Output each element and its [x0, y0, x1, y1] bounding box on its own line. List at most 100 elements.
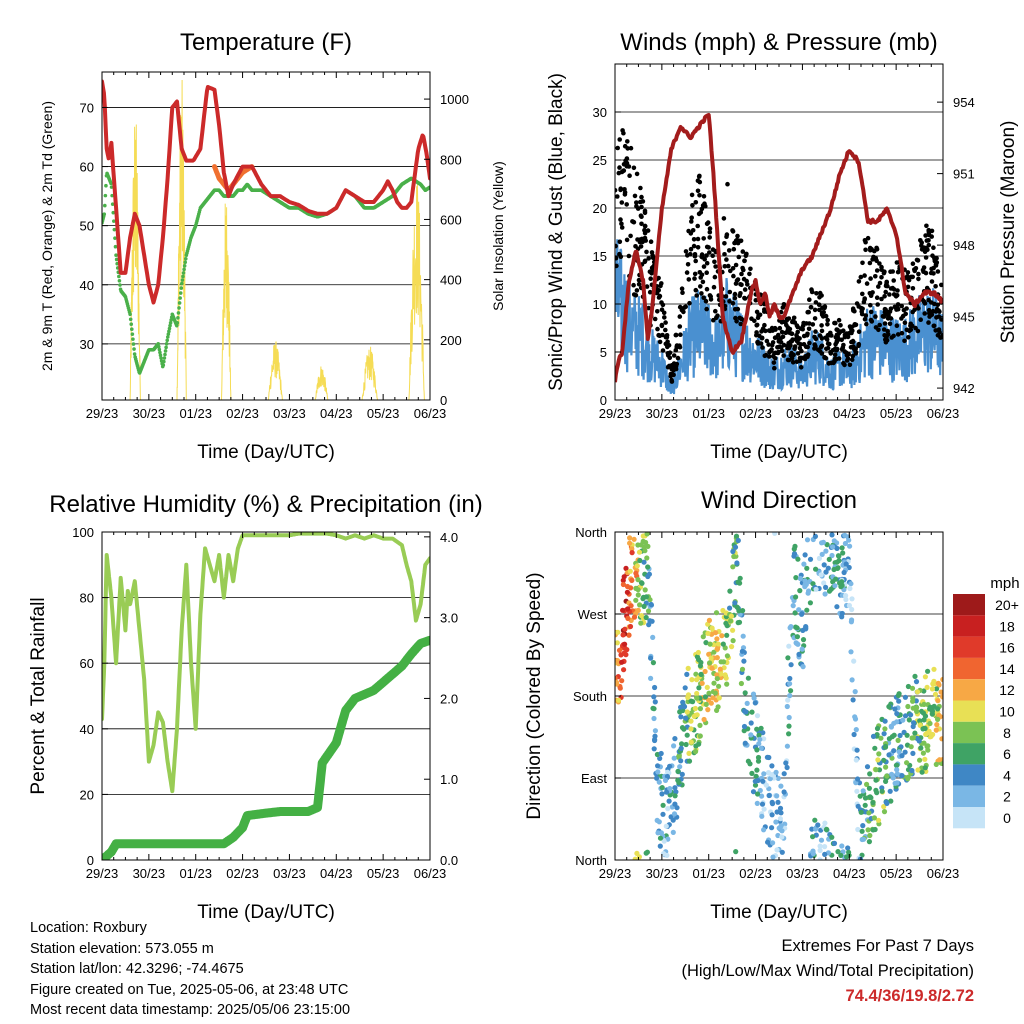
direction-point [649, 618, 655, 624]
direction-point [917, 722, 923, 729]
gust-point [916, 276, 921, 282]
gust-point [660, 348, 666, 353]
direction-point [912, 730, 918, 736]
direction-point [921, 701, 927, 708]
gust-point [622, 143, 628, 149]
direction-point [732, 544, 739, 550]
dewpoint-point [174, 323, 179, 328]
gust-point [652, 316, 658, 322]
direction-point [672, 785, 678, 791]
direction-point [709, 665, 715, 671]
direction-point [886, 752, 892, 758]
direction-point [707, 660, 713, 666]
direction-point [884, 773, 890, 779]
gust-point [674, 343, 680, 348]
y-tick-label: North [575, 853, 607, 868]
direction-point [802, 582, 808, 588]
gust-point [809, 287, 814, 292]
direction-point [882, 744, 889, 750]
direction-point [682, 685, 688, 691]
gust-point [617, 239, 623, 245]
direction-point [920, 710, 927, 716]
gust-point [639, 214, 644, 219]
gust-point [777, 338, 782, 343]
gust-point [927, 310, 932, 316]
y2-tick-label: 600 [440, 212, 462, 227]
direction-point [932, 691, 939, 697]
direction-point [803, 624, 809, 630]
direction-point [799, 646, 805, 652]
direction-point [659, 785, 665, 791]
direction-point [706, 690, 712, 696]
direction-point [862, 795, 869, 801]
direction-point [645, 573, 651, 580]
gust-point [692, 276, 697, 281]
gust-point [707, 250, 712, 255]
direction-point [899, 753, 905, 759]
gust-point [921, 299, 927, 305]
direction-point [832, 583, 838, 589]
dewpoint-point [128, 312, 132, 317]
panel-title: Winds (mph) & Pressure (mb) [620, 29, 937, 56]
direction-point [791, 551, 798, 557]
direction-point [875, 817, 882, 823]
direction-point [822, 844, 828, 850]
gust-point [924, 223, 929, 229]
direction-point [617, 685, 623, 691]
gust-point [755, 339, 760, 345]
gust-point [856, 341, 862, 347]
direction-point [735, 620, 741, 626]
gust-point [908, 274, 914, 280]
direction-point [781, 789, 787, 795]
direction-point [633, 570, 639, 576]
gust-point [813, 329, 818, 334]
gust-point [870, 257, 875, 262]
direction-point [881, 757, 887, 763]
legend-label: 10 [999, 704, 1015, 720]
direction-point [846, 537, 852, 543]
gust-point [834, 346, 840, 352]
direction-point [694, 677, 700, 683]
gust-point [788, 331, 794, 336]
direction-point [766, 792, 772, 799]
gust-point [790, 360, 796, 365]
gust-point [860, 291, 865, 297]
gust-point [693, 200, 699, 205]
gust-point [730, 266, 736, 271]
direction-point [759, 801, 766, 807]
gust-point [874, 268, 880, 273]
direction-point [774, 793, 780, 799]
direction-point [620, 632, 626, 638]
gust-point [889, 335, 894, 340]
direction-point [909, 685, 916, 691]
direction-point [792, 543, 798, 550]
gust-point [690, 203, 695, 208]
gust-point [808, 304, 814, 310]
direction-point [914, 689, 921, 695]
direction-point [678, 758, 684, 764]
gust-point [783, 330, 788, 336]
gust-point [732, 295, 738, 301]
gust-point [620, 168, 626, 174]
gust-point [792, 346, 797, 352]
direction-point [625, 606, 631, 612]
direction-point [817, 843, 823, 849]
direction-point [728, 618, 734, 624]
gust-point [655, 309, 660, 314]
direction-point [705, 630, 711, 637]
direction-point [887, 788, 893, 794]
dewpoint-point [178, 296, 182, 300]
gust-point [698, 284, 703, 289]
direction-point [742, 690, 748, 696]
gust-point [738, 238, 744, 244]
legend-label: 12 [999, 682, 1015, 698]
direction-point [851, 731, 857, 738]
gust-point [664, 333, 670, 338]
direction-point [871, 815, 878, 821]
direction-point [701, 716, 707, 723]
gust-point [939, 282, 943, 288]
direction-point [714, 646, 720, 652]
gust-point [735, 306, 741, 312]
direction-point [893, 762, 900, 768]
legend-swatch [953, 700, 985, 722]
